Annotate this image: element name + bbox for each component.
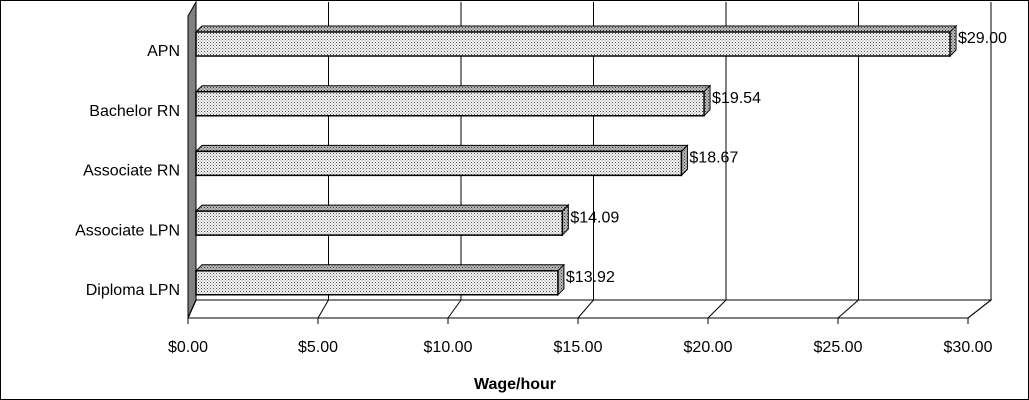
bar [194, 263, 566, 297]
bar-side [561, 203, 569, 237]
bar [194, 84, 712, 117]
bar-side [703, 84, 711, 117]
bar [194, 203, 570, 237]
grid-line [707, 2, 727, 319]
x-tick-label: $30.00 [944, 339, 993, 356]
bar-top [194, 144, 689, 152]
x-tick-label: $10.00 [424, 339, 473, 356]
bar-front [195, 270, 559, 296]
x-tick-label: $20.00 [684, 339, 733, 356]
bar-side [557, 263, 565, 297]
bar-front [195, 150, 683, 177]
value-label: $14.09 [570, 209, 619, 226]
y-tick-label: Associate RN [83, 163, 180, 180]
bar-front [195, 210, 564, 236]
bar-front [195, 90, 705, 117]
bar-top [194, 85, 712, 93]
y-tick-label: Bachelor RN [89, 103, 180, 120]
bar-side [949, 24, 957, 58]
bar-top [194, 204, 570, 212]
x-tick-label: $15.00 [554, 339, 603, 356]
bar-side [680, 144, 688, 177]
value-label: $19.54 [712, 90, 761, 107]
value-label: $13.92 [566, 269, 615, 286]
bar-top [194, 264, 566, 272]
value-label: $29.00 [958, 30, 1007, 47]
grid-line [967, 2, 992, 319]
bar-top [194, 25, 958, 33]
bar [194, 144, 689, 177]
bar [194, 24, 958, 58]
y-tick-label: Diploma LPN [86, 282, 180, 299]
bar-front [195, 31, 951, 57]
y-tick-label: Associate LPN [75, 222, 180, 239]
x-tick-label: $0.00 [168, 339, 208, 356]
side-wall [187, 0, 197, 319]
y-tick-label: APN [147, 43, 180, 60]
x-axis-label: Wage/hour [474, 376, 556, 393]
grid-line [837, 2, 859, 319]
x-tick-label: $5.00 [298, 339, 338, 356]
value-label: $18.67 [689, 150, 738, 167]
x-tick-label: $25.00 [814, 339, 863, 356]
